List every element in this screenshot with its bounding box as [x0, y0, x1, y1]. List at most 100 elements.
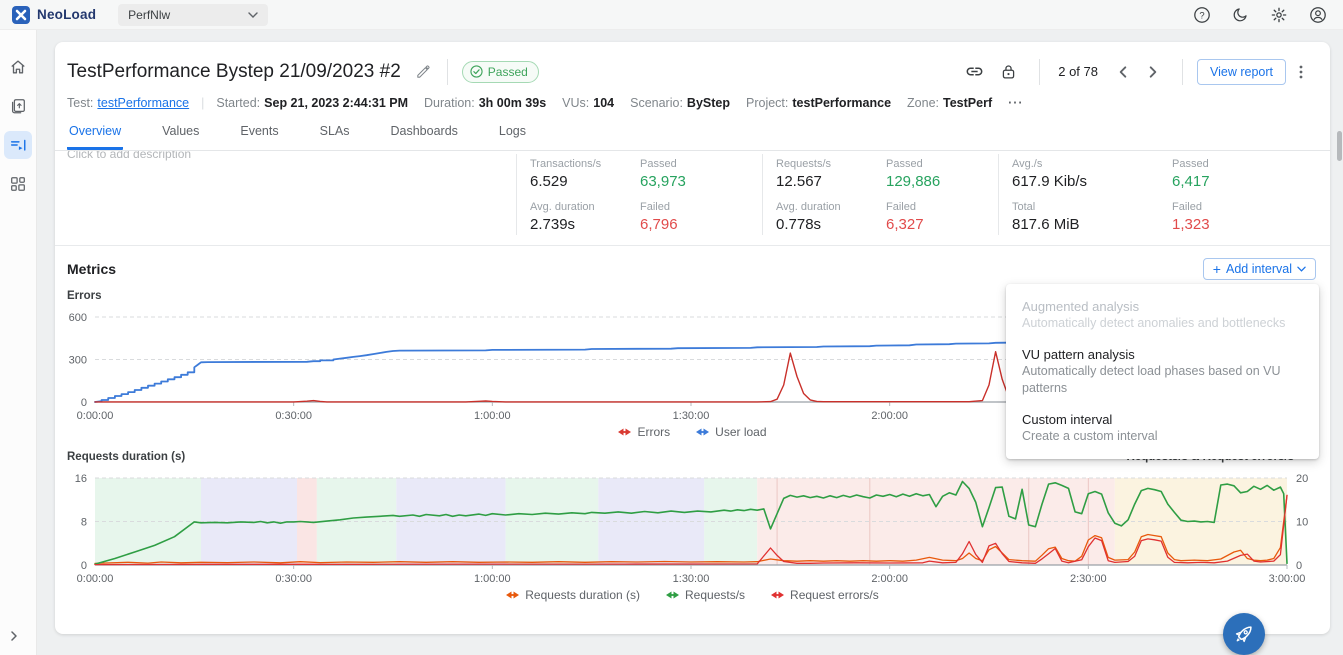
legend-marker-icon [618, 428, 632, 436]
sidebar-item-tests[interactable] [4, 92, 32, 120]
sidebar-item-home[interactable] [4, 53, 32, 81]
sidebar-item-dashboards[interactable] [4, 170, 32, 198]
pagination-label: 2 of 78 [1058, 64, 1098, 79]
duration-value: 3h 00m 39s [478, 96, 547, 110]
meta-more-button[interactable]: ··· [1008, 96, 1024, 110]
legend-marker-icon [771, 591, 785, 599]
tab-overview[interactable]: Overview [67, 124, 124, 150]
status-badge: Passed [461, 60, 539, 83]
settings-gear-icon[interactable] [1270, 6, 1288, 24]
lock-button[interactable] [998, 61, 1019, 82]
requests-stats-group: Requests/s 12.567 Passed 129,886 Avg. dura… [762, 154, 998, 235]
dark-mode-icon[interactable] [1232, 6, 1249, 23]
neoload-logo-icon [12, 5, 30, 24]
tab-dashboards[interactable]: Dashboards [389, 124, 460, 150]
requests-chart[interactable]: 0 8 16 0 10 20 0:00:00 0:30:00 1:00:00 1:30:00 2:0… [60, 465, 1322, 587]
neoload-logo[interactable]: NeoLoad [12, 5, 97, 24]
svg-text:10: 10 [1296, 517, 1308, 529]
view-report-button[interactable]: View report [1197, 58, 1286, 85]
prev-result-button[interactable] [1114, 63, 1132, 81]
stat-value: 6,327 [886, 216, 924, 233]
tab-bar: Overview Values Events SLAs Dashboards L… [55, 110, 1330, 151]
status-badge-label: Passed [487, 64, 528, 79]
workspace-name: PerfNlw [128, 7, 171, 22]
check-circle-icon [470, 65, 483, 78]
menu-item-vu-pattern-analysis[interactable]: VU pattern analysis Automatically detect… [1022, 347, 1281, 395]
test-link[interactable]: testPerformance [97, 96, 190, 110]
sidebar-expand-icon[interactable] [8, 630, 20, 645]
svg-text:0:00:00: 0:00:00 [77, 573, 114, 585]
svg-text:0: 0 [81, 397, 87, 409]
pencil-icon [417, 64, 430, 78]
transactions-stats-group: Transactions/s 6.529 Passed 63,973 Avg. du… [516, 154, 762, 235]
documents-icon [11, 99, 25, 114]
legend-item[interactable]: Requests/s [666, 588, 745, 602]
stat-value: 6.529 [530, 173, 568, 190]
legend-marker-icon [696, 428, 710, 436]
svg-text:1:30:00: 1:30:00 [673, 573, 710, 585]
brand-name: NeoLoad [37, 7, 97, 22]
legend-item[interactable]: Request errors/s [771, 588, 879, 602]
svg-text:2:00:00: 2:00:00 [871, 573, 908, 585]
errors-chart-legend: Errors User load [55, 425, 1330, 439]
page-title: TestPerformance Bystep 21/09/2023 #2 [67, 60, 401, 82]
title-row: TestPerformance Bystep 21/09/2023 #2 Pas… [55, 42, 1330, 86]
svg-text:20: 20 [1296, 473, 1308, 485]
account-icon[interactable] [1309, 6, 1327, 24]
svg-text:3:00:00: 3:00:00 [1269, 573, 1306, 585]
metrics-title: Metrics [67, 261, 117, 277]
svg-text:300: 300 [69, 355, 87, 367]
add-interval-button[interactable]: + Add interval [1202, 258, 1316, 280]
menu-item-augmented-analysis: Augmented analysis Automatically detect … [1022, 299, 1286, 330]
sidebar-item-results[interactable] [4, 131, 32, 159]
topbar: NeoLoad PerfNlw ? [0, 0, 1343, 30]
legend-item[interactable]: Errors [618, 425, 670, 439]
svg-text:8: 8 [81, 517, 87, 529]
svg-text:0: 0 [1296, 560, 1302, 572]
home-icon [11, 60, 25, 74]
zone-value: TestPerf [943, 96, 993, 110]
description-placeholder[interactable]: Click to add description [67, 151, 192, 161]
svg-text:0: 0 [81, 560, 87, 572]
svg-text:?: ? [1199, 10, 1204, 21]
kebab-menu-button[interactable] [1292, 62, 1310, 82]
stat-value: 6,796 [640, 216, 678, 233]
plus-icon: + [1212, 261, 1221, 277]
legend-item[interactable]: User load [696, 425, 767, 439]
svg-text:1:00:00: 1:00:00 [474, 573, 511, 585]
sidebar [0, 30, 37, 655]
rocket-icon [1235, 626, 1252, 643]
tab-values[interactable]: Values [160, 124, 201, 150]
tab-slas[interactable]: SLAs [318, 124, 352, 150]
legend-item[interactable]: Requests duration (s) [506, 588, 640, 602]
throughput-stats-group: Avg./s 617.9 Kib/s Passed 6,417 Total 817.6… [998, 154, 1320, 235]
edit-title-button[interactable] [413, 62, 433, 82]
stat-value: 617.9 Kib/s [1012, 173, 1088, 190]
legend-marker-icon [506, 591, 520, 599]
menu-item-custom-interval[interactable]: Custom interval Create a custom interval [1022, 412, 1158, 443]
next-result-button[interactable] [1144, 63, 1162, 81]
scrollbar-thumb[interactable] [1337, 131, 1342, 161]
tab-logs[interactable]: Logs [497, 124, 528, 150]
test-results-icon [10, 139, 26, 151]
stat-value: 2.739s [530, 216, 576, 233]
svg-text:1:00:00: 1:00:00 [474, 410, 511, 422]
quick-start-fab[interactable] [1223, 613, 1265, 655]
project-value: testPerformance [792, 96, 892, 110]
svg-text:16: 16 [75, 473, 87, 485]
stat-value: 12.567 [776, 173, 822, 190]
errors-chart-title: Errors [67, 290, 102, 302]
stat-value: 129,886 [886, 173, 941, 190]
help-icon[interactable]: ? [1193, 6, 1211, 24]
add-interval-label: Add interval [1225, 262, 1292, 276]
tab-events[interactable]: Events [238, 124, 280, 150]
chevron-left-icon [1119, 65, 1127, 78]
svg-text:600: 600 [69, 312, 87, 324]
legend-marker-icon [666, 591, 679, 599]
copy-link-button[interactable] [963, 60, 986, 83]
chevron-down-icon [248, 11, 258, 18]
test-meta-row: Test: testPerformance | Started: Sep 21, … [67, 96, 1024, 110]
workspace-select[interactable]: PerfNlw [118, 3, 269, 26]
link-icon [966, 67, 983, 76]
